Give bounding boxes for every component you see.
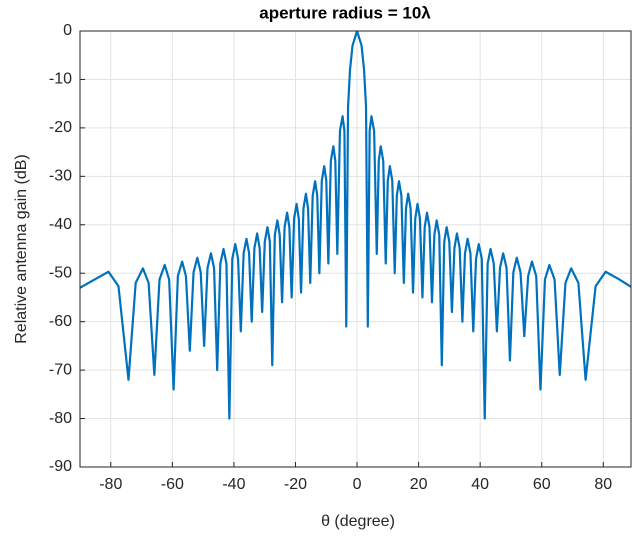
- y-tick-label: -40: [49, 216, 72, 233]
- y-tick-label: -30: [49, 168, 72, 185]
- y-tick-label: -50: [49, 264, 72, 281]
- x-tick-label: 60: [533, 476, 551, 493]
- plot-background: [80, 31, 631, 467]
- x-tick-label: -80: [99, 476, 122, 493]
- x-tick-label: 40: [471, 476, 489, 493]
- y-tick-label: -10: [49, 71, 72, 88]
- y-tick-label: -20: [49, 119, 72, 136]
- data-line: [80, 31, 631, 420]
- y-tick-label: -90: [49, 458, 72, 475]
- y-tick-label: -60: [49, 313, 72, 330]
- x-axis-label: θ (degree): [321, 513, 395, 530]
- x-tick-label: 80: [594, 476, 612, 493]
- x-tick-label: 20: [410, 476, 428, 493]
- plot-frame: [79, 30, 632, 468]
- x-tick-label: -60: [161, 476, 184, 493]
- chart-title: aperture radius = 10λ: [259, 3, 431, 22]
- y-tick-label: -70: [49, 361, 72, 378]
- x-tick-label: -40: [222, 476, 245, 493]
- x-tick-label: -20: [284, 476, 307, 493]
- y-tick-label: -80: [49, 410, 72, 427]
- x-tick-label: 0: [353, 476, 362, 493]
- plot-area: [80, 31, 631, 420]
- y-axis-label: Relative antenna gain (dB): [13, 154, 30, 343]
- y-tick-label: 0: [63, 22, 72, 39]
